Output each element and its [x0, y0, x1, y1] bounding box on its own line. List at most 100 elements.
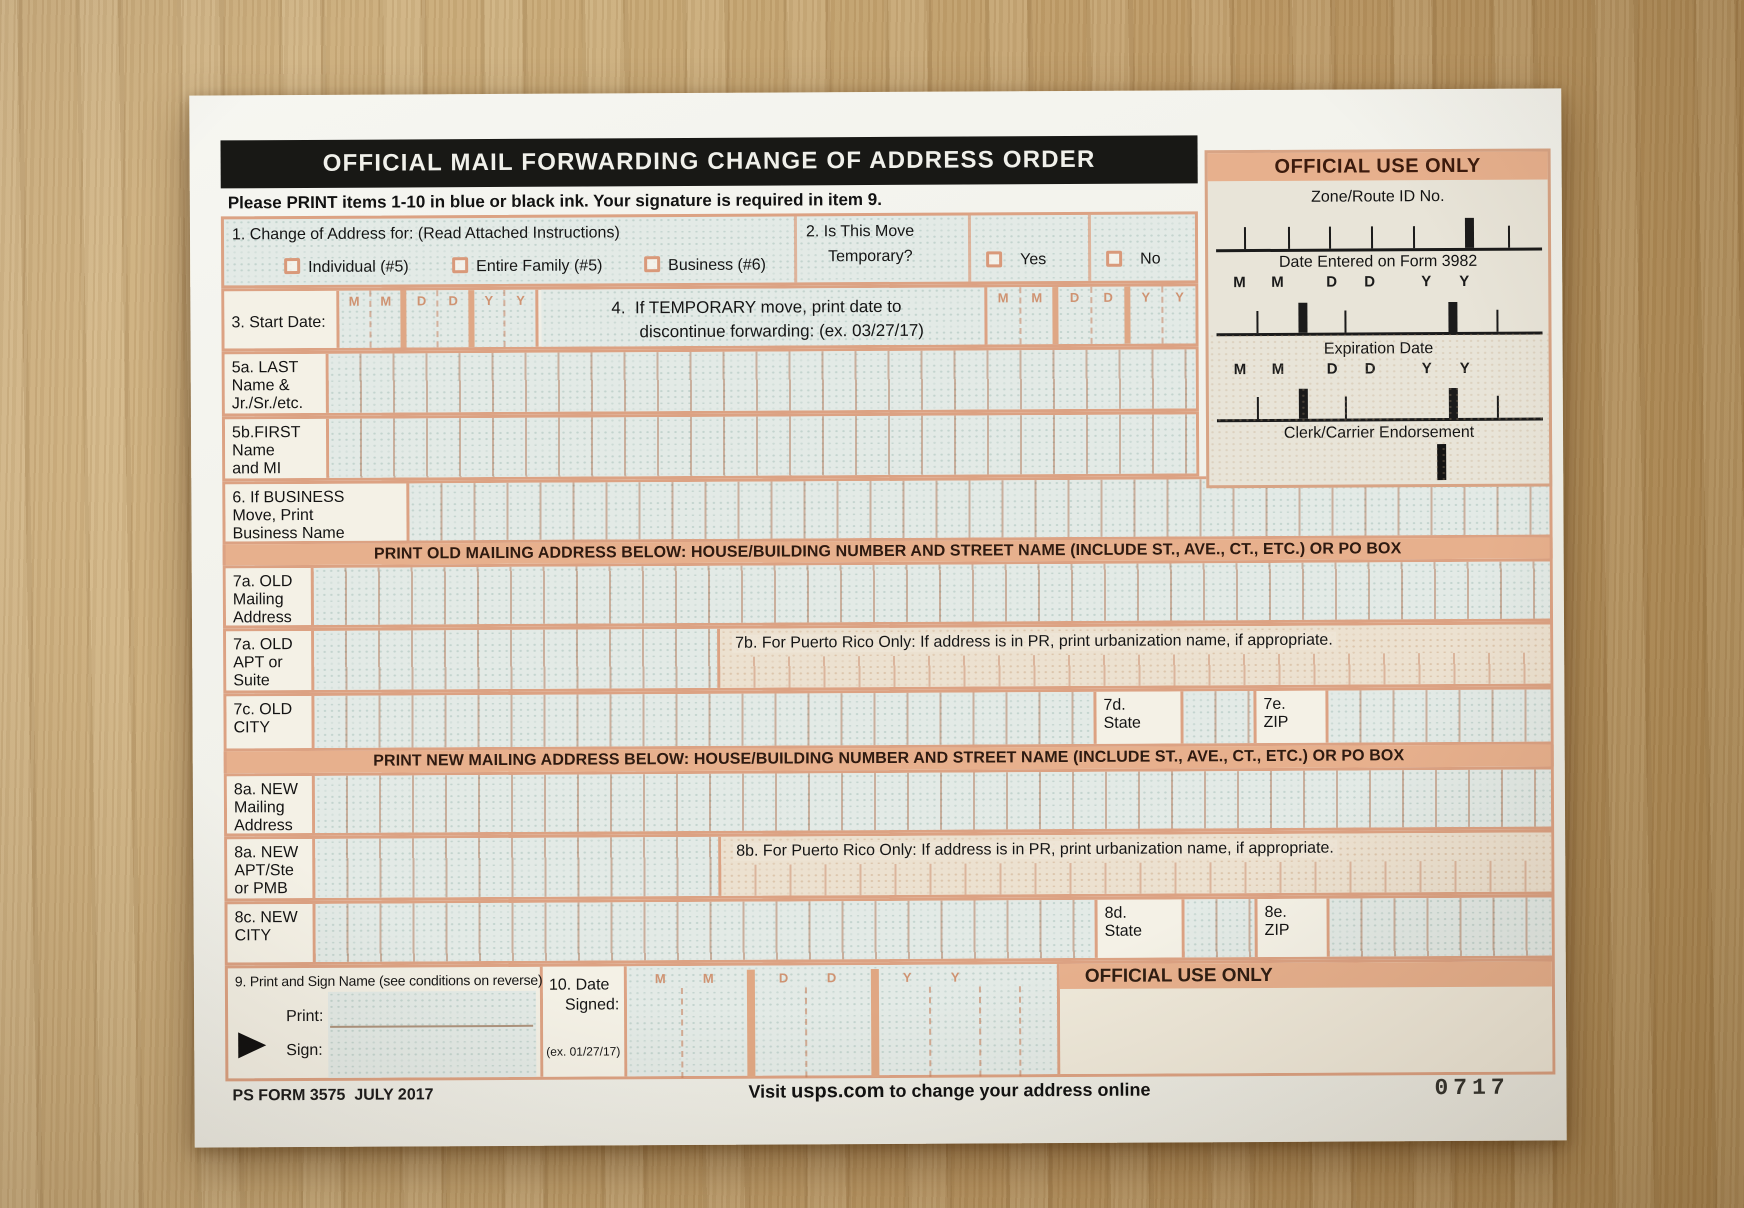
item5a-cells	[328, 349, 1196, 413]
item2-label-line1: 2. Is This Move	[805, 222, 915, 241]
tick-mark	[1412, 226, 1416, 249]
change-of-address-form-paper: OFFICIAL MAIL FORWARDING CHANGE OF ADDRE…	[189, 88, 1567, 1148]
date-cell-month1: M	[339, 290, 372, 348]
divider	[967, 215, 972, 282]
item8b-area: 8b. For Puerto Rico Only: If address is …	[721, 832, 1552, 896]
official-use-bottom-title: OFFICIAL USE ONLY	[1084, 964, 1273, 987]
comb-separators	[720, 652, 1551, 688]
form-title-bar: OFFICIAL MAIL FORWARDING CHANGE OF ADDRE…	[220, 135, 1198, 189]
date-letter: Y	[950, 969, 960, 985]
date-cell-day2: D	[1092, 286, 1131, 344]
item4-line1: 4. If TEMPORARY move, print date to	[611, 296, 902, 318]
checkbox-yes	[986, 251, 1003, 268]
date-letter: D	[1364, 273, 1376, 291]
item8d-cells	[1184, 899, 1255, 958]
item3-label-box: 3. Start Date: (ex. 02/27/17)	[224, 290, 340, 372]
date-cell-day1: D	[406, 290, 439, 348]
item9-write-area	[327, 990, 537, 1078]
item2-yes-label: Yes	[1020, 251, 1047, 269]
item8b-label: 8b. For Puerto Rico Only: If address is …	[733, 839, 1337, 861]
date-cell-year1: Y	[1129, 286, 1164, 344]
item7c-label-box: 7c. OLD CITY	[226, 695, 315, 749]
filled-tick-mark	[1298, 302, 1308, 333]
item7a-apt-cells	[314, 628, 721, 690]
divider	[793, 216, 798, 283]
item1-option-individual: Individual (#5)	[308, 258, 409, 276]
footer-code: 0717	[1434, 1074, 1510, 1102]
item8e-label-box: 8e. ZIP	[1254, 898, 1330, 958]
date-letter: D	[778, 970, 789, 986]
item7d-label-box: 7d. State	[1093, 691, 1184, 744]
date-letter: M	[702, 970, 714, 986]
tick-mark	[1287, 226, 1291, 249]
item10-line1: 10. Date	[548, 976, 610, 994]
item9-sign-label: Sign:	[286, 1041, 323, 1060]
item8a-label-box: 8a. NEW Mailing Address	[226, 775, 316, 835]
date-letter: Y	[1459, 272, 1470, 290]
item10-example: (ex. 01/27/17)	[546, 1044, 621, 1059]
item7a-cells	[313, 561, 1551, 625]
tick-mark	[1370, 226, 1374, 249]
item7d-cells	[1183, 691, 1254, 744]
item8a-cells	[314, 769, 1552, 833]
item7e-cells	[1328, 689, 1551, 743]
divider	[1087, 214, 1092, 281]
item4-date-cells: M M D D Y Y	[984, 286, 1196, 345]
item9-box: 9. Print and Sign Name (see conditions o…	[227, 966, 544, 1079]
date-cell-month1: M	[987, 287, 1022, 345]
item8e-cells	[1329, 897, 1552, 957]
checkbox-business	[644, 256, 661, 273]
zone-route-label: Zone/Route ID No.	[1311, 188, 1445, 206]
visit-url: usps.com	[791, 1079, 885, 1103]
date-cell-year2: Y	[516, 292, 525, 308]
date-cell-day1: D	[1058, 286, 1093, 345]
row-item1-item2: 1. Change of Address for: (Read Attached…	[220, 211, 1199, 289]
tick-mark	[1243, 227, 1247, 250]
date-dash	[1018, 986, 1022, 1077]
filled-tick-mark	[1448, 301, 1458, 333]
tick-mark	[1496, 309, 1499, 332]
item4-area: 4. If TEMPORARY move, print date to disc…	[541, 287, 985, 347]
row-item5b: 5b.FIRST Name and MI	[221, 411, 1200, 482]
tick-mark	[1507, 225, 1511, 248]
item3-date-cells: M M D D Y Y	[339, 289, 539, 348]
item3-label: 3. Start Date:	[231, 314, 326, 332]
row-item3-item4: 3. Start Date: (ex. 02/27/17) M M D D Y …	[221, 283, 1199, 372]
date-letter: Y	[902, 969, 912, 985]
item5a-label-box: 5a. LAST Name & Jr./Sr./etc.	[224, 353, 329, 414]
official-use-panel-banner: OFFICIAL USE ONLY	[1207, 151, 1548, 182]
item7b-area: 7b. For Puerto Rico Only: If address is …	[720, 624, 1551, 688]
filled-tick-mark	[1464, 217, 1475, 248]
form-title: OFFICIAL MAIL FORWARDING CHANGE OF ADDRE…	[322, 145, 1096, 177]
official-use-panel: OFFICIAL USE ONLY Zone/Route ID No. Date…	[1204, 148, 1553, 489]
row-item7c: 7c. OLD CITY 7d. State 7e. ZIP	[223, 686, 1554, 752]
date-bar	[746, 969, 756, 1078]
date-cell-year2: Y	[1175, 289, 1184, 305]
item10-box: 10. Date Signed: (ex. 01/27/17)	[542, 966, 628, 1077]
date-entered-line	[1216, 295, 1543, 337]
item1-option-entire-family: Entire Family (#5)	[476, 257, 603, 276]
item4-line2: discontinue forwarding: (ex. 03/27/17)	[639, 320, 924, 342]
date-letter: Y	[1421, 273, 1432, 291]
item8c-label-box: 8c. NEW CITY	[227, 903, 316, 963]
tick-mark	[1328, 226, 1332, 249]
row-signature-date: 9. Print and Sign Name (see conditions o…	[224, 958, 1556, 1082]
item9-print-label: Print:	[286, 1007, 324, 1026]
checkbox-no	[1106, 250, 1123, 267]
item7a-label-box: 7a. OLD Mailing Address	[225, 567, 315, 627]
item8a-apt-cells	[315, 836, 722, 898]
row-item5a: 5a. LAST Name & Jr./Sr./etc.	[221, 346, 1199, 417]
print-instruction: Please PRINT items 1-10 in blue or black…	[227, 189, 882, 213]
checkbox-entire-family	[452, 257, 469, 274]
zone-route-line	[1215, 213, 1543, 253]
row-item8a-apt-item8b: 8a. NEW APT/Ste or PMB 8b. For Puerto Ri…	[224, 829, 1555, 902]
item10-line2: Signed:	[564, 996, 620, 1014]
item9-label: 9. Print and Sign Name (see conditions o…	[234, 971, 543, 990]
date-dash	[680, 988, 684, 1079]
item1-option-business: Business (#6)	[668, 256, 767, 275]
visit-suffix: to change your address online	[884, 1079, 1151, 1101]
item2-label-line2: Temporary?	[828, 247, 913, 266]
date-entered-label: Date Entered on Form 3982	[1278, 252, 1478, 271]
item8c-cells	[315, 899, 1095, 962]
